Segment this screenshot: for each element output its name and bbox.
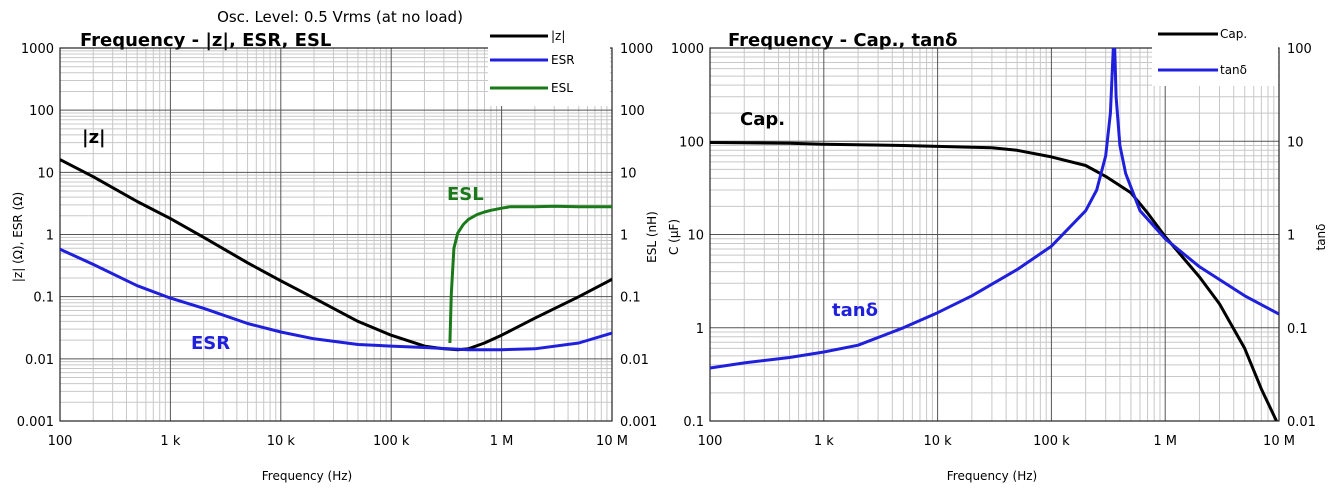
chart2-ytick-label: 0.1 <box>683 415 704 430</box>
chart1-legend-label: |z| <box>551 29 565 43</box>
chart1-ytick-label: 0.1 <box>33 291 54 306</box>
chart2-xtick-label: 1 k <box>814 434 834 449</box>
chart1-series-esl-line <box>448 204 612 344</box>
chart1-legend-box <box>488 24 610 106</box>
chart2-title: Frequency - Cap., tanδ <box>728 30 957 51</box>
chart1-plot-frame <box>59 47 613 422</box>
chart2-series-tan-line <box>710 48 1279 370</box>
chart1-ytick-label: 1000 <box>21 42 54 57</box>
chart2-series-cap-line <box>710 141 1278 421</box>
chart2-plot-area: 100 1 k 10 k 100 k 1 M 10 M 0.1 1 10 100 1000 0.01 0… <box>671 24 1316 449</box>
chart1-legend-label: ESR <box>551 53 575 67</box>
chart1-y2tick-label: 1000 <box>620 42 653 57</box>
chart1-annotation-label: ESR <box>191 333 230 354</box>
chart1-ytick-label: 0.001 <box>17 415 54 430</box>
chart1-series-z-line <box>60 158 612 352</box>
chart2-y2tick-label: 0.1 <box>1287 322 1308 337</box>
chart1-xtick-label: 1 M <box>490 434 514 449</box>
chart1-ytick-label: 100 <box>29 104 54 119</box>
chart1-ytick-label: 10 <box>37 166 54 181</box>
chart1-xtick-label: 100 k <box>373 434 410 449</box>
chart2-y2tick-label: 1 <box>1287 229 1295 244</box>
chart2-y2tick-label: 0.01 <box>1287 415 1316 430</box>
chart2-plot-frame <box>709 47 1280 422</box>
chart2-y2label: tanδ <box>1314 223 1328 250</box>
osc-level-note: Osc. Level: 0.5 Vrms (at no load) <box>217 8 463 26</box>
chart1-xtick-label: 10 k <box>267 434 296 449</box>
chart1-annotation-label: ESL <box>447 184 484 205</box>
chart2-ytick-label: 1000 <box>671 42 704 57</box>
chart1-y2tick-label: 10 <box>620 166 637 181</box>
chart2-xtick-label: 10 M <box>1263 434 1295 449</box>
chart2-ytick-label: 1 <box>696 322 704 337</box>
chart1-y2tick-label: 1 <box>620 229 628 244</box>
chart1-y2tick-label: 0.1 <box>620 291 641 306</box>
chart2-xtick-label: 10 k <box>923 434 952 449</box>
chart2-xtick-label: 100 k <box>1033 434 1070 449</box>
chart1-xtick-label: 1 k <box>160 434 180 449</box>
chart2-y2tick-label: 100 <box>1287 42 1312 57</box>
chart2-legend-label: Cap. <box>1220 27 1247 41</box>
chart2-annotation-label: Cap. <box>740 109 785 130</box>
chart1-y2tick-label: 0.01 <box>620 353 649 368</box>
chart2-ytick-label: 10 <box>687 229 704 244</box>
chart2-xtick-label: 1 M <box>1153 434 1177 449</box>
chart2-xtick-label: 100 <box>698 434 723 449</box>
chart2-legend-label: tanδ <box>1220 63 1247 77</box>
chart2-y2tick-label: 10 <box>1287 135 1304 150</box>
chart1-xlabel: Frequency (Hz) <box>262 469 353 483</box>
chart1-ytick-label: 0.01 <box>25 353 54 368</box>
chart2-ytick-label: 100 <box>679 135 704 150</box>
chart1-series-esr-line <box>60 247 612 352</box>
chart1-annotation-label: |z| <box>82 127 106 148</box>
chart1-xtick-label: 100 <box>48 434 73 449</box>
chart1-ylabel: |z| (Ω), ESR (Ω) <box>11 192 25 282</box>
chart1-y2label: ESL (nH) <box>645 211 659 263</box>
chart1-xtick-label: 10 M <box>596 434 628 449</box>
chart2-ylabel: C (µF) <box>667 219 681 255</box>
chart1-y2tick-label: 100 <box>620 104 645 119</box>
chart2-annotation-label: tanδ <box>832 300 878 321</box>
chart1-ytick-label: 1 <box>46 229 54 244</box>
chart2-xlabel: Frequency (Hz) <box>947 469 1038 483</box>
chart1-legend-label: ESL <box>551 81 573 95</box>
chart1-title: Frequency - |z|, ESR, ESL <box>80 30 331 51</box>
chart1-y2tick-label: 0.001 <box>620 415 657 430</box>
